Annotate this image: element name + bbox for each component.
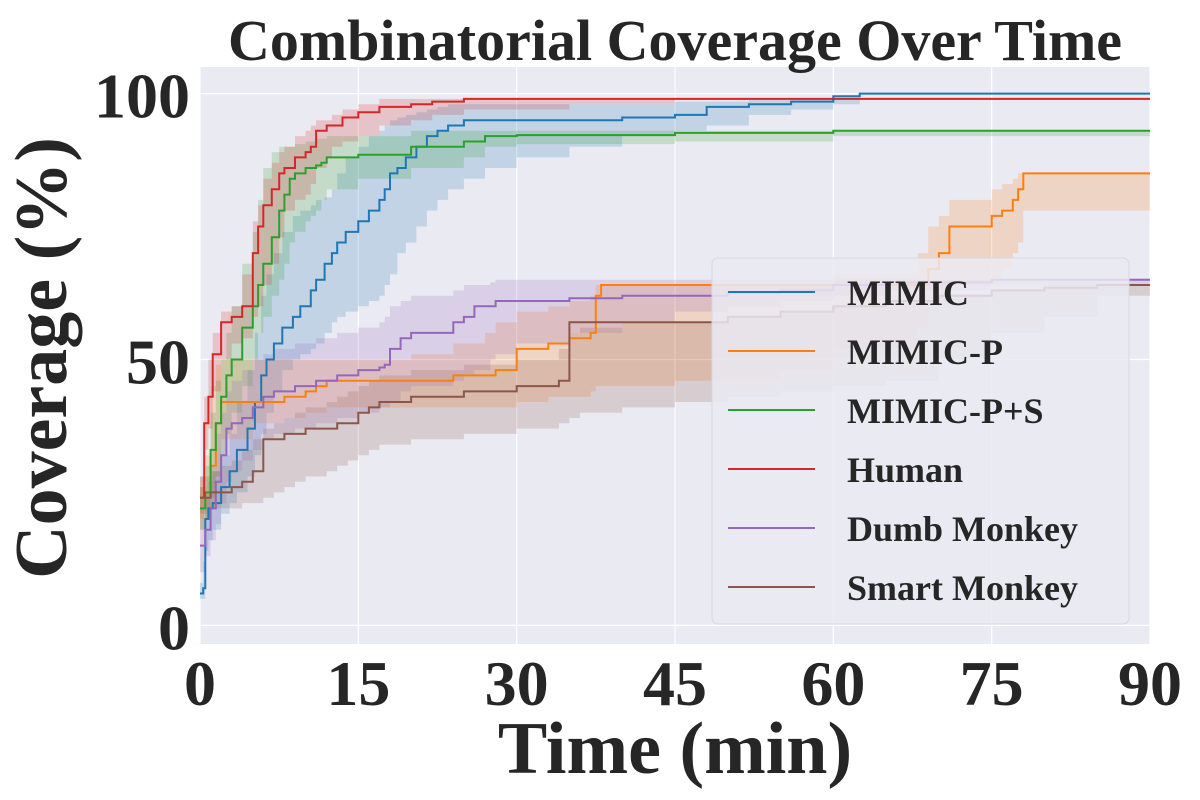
- x-tick-15: 15: [326, 648, 390, 719]
- legend-label-mimic-p-s: MIMIC-P+S: [847, 391, 1044, 431]
- legend-label-human: Human: [847, 450, 963, 490]
- x-tick-60: 60: [801, 648, 865, 719]
- y-tick-50: 50: [126, 326, 190, 397]
- band-dumb-monkey: [200, 279, 1150, 573]
- legend-label-mimic-p: MIMIC-P: [847, 332, 1003, 372]
- line-dumb-monkey: [200, 278, 1150, 547]
- legend-label-smart-monkey: Smart Monkey: [847, 568, 1078, 608]
- legend: MIMIC MIMIC-P MIMIC-P+S Human Dumb Monkey Sma…: [711, 257, 1130, 625]
- x-tick-labels: 0 15 30 45 60 75 90: [184, 648, 1182, 719]
- x-tick-30: 30: [485, 648, 549, 719]
- x-tick-0: 0: [184, 648, 216, 719]
- x-tick-75: 75: [960, 648, 1024, 719]
- band-mimic-p: [200, 173, 1150, 530]
- x-tick-90: 90: [1118, 648, 1182, 719]
- legend-label-dumb-monkey: Dumb Monkey: [847, 509, 1078, 549]
- x-axis-label: Time (min): [498, 708, 852, 790]
- line-mimic: [200, 92, 1150, 595]
- band-mimic: [200, 98, 860, 599]
- band-mimic-p-s: [200, 130, 1150, 530]
- chart-title: Combinatorial Coverage Over Time: [228, 8, 1122, 73]
- x-tick-45: 45: [643, 648, 707, 719]
- y-tick-100: 100: [94, 61, 190, 132]
- y-axis-label: Coverage (%): [1, 137, 83, 579]
- line-human: [200, 97, 1150, 499]
- y-tick-labels: 0 50 100: [94, 61, 190, 664]
- line-mimic-p-s: [200, 129, 1150, 510]
- band-human: [200, 98, 1150, 520]
- legend-label-mimic: MIMIC: [847, 273, 969, 313]
- legend-box: [711, 257, 1130, 625]
- y-tick-0: 0: [158, 592, 190, 663]
